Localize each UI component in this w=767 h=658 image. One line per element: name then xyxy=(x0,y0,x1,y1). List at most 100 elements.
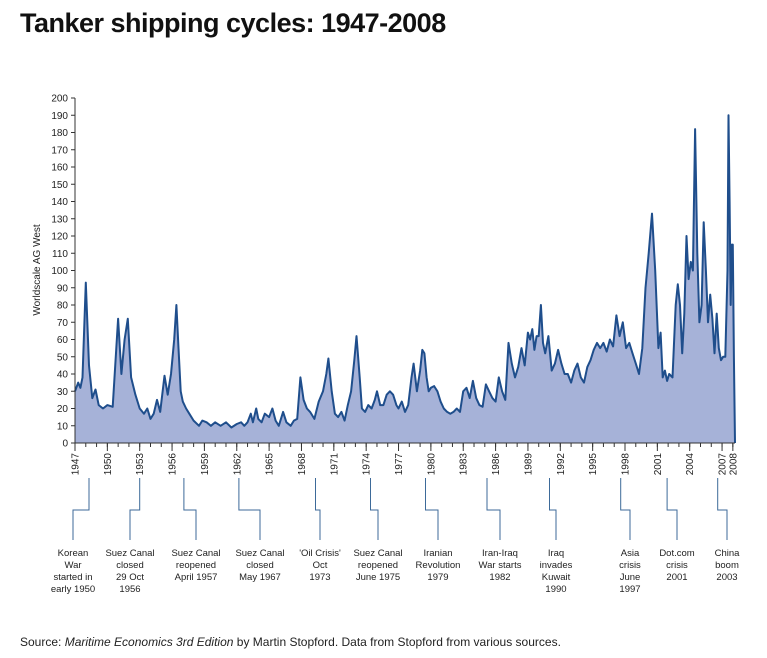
event-label-line: Kuwait xyxy=(542,572,571,583)
x-tick-label: 2004 xyxy=(685,453,696,476)
series-line xyxy=(74,114,736,444)
x-tick-label: 1995 xyxy=(588,453,599,476)
y-tick-label: 60 xyxy=(57,335,69,346)
event-label-line: 1979 xyxy=(427,572,448,583)
event-leader xyxy=(666,478,678,540)
x-tick-label: 2008 xyxy=(728,453,739,476)
event-leader xyxy=(315,478,321,540)
event-label-line: June xyxy=(620,572,641,583)
event-label-line: Dot.com xyxy=(659,548,694,559)
y-axis-label: Worldscale AG West xyxy=(32,224,43,316)
event-label-line: 'Oil Crisis' xyxy=(299,548,341,559)
x-tick-label: 1965 xyxy=(265,453,276,476)
x-tick-label: 1980 xyxy=(426,453,437,476)
event-leader xyxy=(238,478,261,540)
event-label-line: 29 Oct xyxy=(116,572,144,583)
y-tick-label: 180 xyxy=(51,128,68,139)
x-tick-label: 1959 xyxy=(200,453,211,476)
event-label-line: June 1975 xyxy=(356,572,400,583)
event-label-line: China xyxy=(715,548,741,559)
event-label-line: boom xyxy=(715,560,739,571)
event-label-line: reopened xyxy=(176,560,216,571)
x-axis: 1947 1950 1953 1956 1959 1962 1965 1968 1971 1974… xyxy=(71,442,739,476)
event-label-line: 1973 xyxy=(309,572,330,583)
y-tick-label: 120 xyxy=(51,232,68,243)
event-label-line: Suez Canal xyxy=(105,548,154,559)
x-tick-label: 1971 xyxy=(329,453,340,476)
x-tick-label: 2001 xyxy=(653,453,664,476)
source-suffix: by Martin Stopford. Data from Stopford f… xyxy=(233,635,561,649)
source-book-title: Maritime Economics 3rd Edition xyxy=(64,635,234,649)
y-tick-label: 110 xyxy=(52,249,68,260)
event-leader xyxy=(129,478,141,540)
y-tick-label: 80 xyxy=(57,301,69,312)
y-tick-label: 90 xyxy=(57,283,69,294)
y-tick-label: 160 xyxy=(51,163,68,174)
event-label-line: Suez Canal xyxy=(235,548,284,559)
source-prefix: Source: xyxy=(20,635,65,649)
event-leader xyxy=(370,478,379,540)
event-label-line: 2003 xyxy=(716,572,737,583)
x-tick-label: 1992 xyxy=(556,453,567,476)
x-tick-label: 1950 xyxy=(103,453,114,476)
event-label-line: crisis xyxy=(619,560,641,571)
event-label-line: 2001 xyxy=(666,572,687,583)
event-label-line: 1956 xyxy=(119,584,140,595)
x-tick-label: 1953 xyxy=(135,453,146,476)
x-tick-label: 1983 xyxy=(459,453,470,476)
y-tick-label: 190 xyxy=(51,111,68,122)
event-label-line: crisis xyxy=(666,560,688,571)
y-tick-label: 0 xyxy=(62,439,68,450)
event-label-line: Revolution xyxy=(416,560,461,571)
x-tick-label: 1977 xyxy=(394,453,405,476)
x-tick-label: 1998 xyxy=(621,453,632,476)
event-label-line: closed xyxy=(246,560,273,571)
source-note: Source: Maritime Economics 3rd Edition b… xyxy=(20,635,561,649)
event-label-line: 1990 xyxy=(545,584,566,595)
chart-title: Tanker shipping cycles: 1947-2008 xyxy=(20,8,446,38)
y-tick-label: 100 xyxy=(51,266,68,277)
event-label-line: started in xyxy=(53,572,92,583)
x-tick-label: 1986 xyxy=(491,453,502,476)
x-tick-label: 1989 xyxy=(523,453,534,476)
event-label-line: War starts xyxy=(479,560,522,571)
event-label-line: closed xyxy=(116,560,143,571)
event-label-line: Iranian xyxy=(423,548,452,559)
event-label-line: early 1950 xyxy=(51,584,95,595)
y-tick-label: 40 xyxy=(57,370,69,381)
event-leader xyxy=(620,478,631,540)
y-tick-label: 150 xyxy=(51,180,68,191)
event-leader xyxy=(549,478,557,540)
event-leader xyxy=(486,478,501,540)
y-tick-label: 20 xyxy=(57,404,69,415)
event-label-line: Suez Canal xyxy=(171,548,220,559)
y-tick-label: 50 xyxy=(57,352,69,363)
x-tick-label: 1947 xyxy=(71,453,82,476)
event-label-line: reopened xyxy=(358,560,398,571)
event-leader xyxy=(717,478,728,540)
event-label-line: invades xyxy=(540,560,573,571)
x-tick-label: 1974 xyxy=(362,453,373,476)
x-tick-label: 1956 xyxy=(168,453,179,476)
series-area xyxy=(75,115,735,444)
event-label-line: War xyxy=(64,560,81,571)
event-label-line: Oct xyxy=(313,560,328,571)
event-label-line: Asia xyxy=(621,548,640,559)
event-label-line: 1982 xyxy=(489,572,510,583)
event-label-line: April 1957 xyxy=(175,572,218,583)
event-label-line: Korean xyxy=(58,548,89,559)
event-label-line: Iraq xyxy=(548,548,564,559)
event-label-line: Iran-Iraq xyxy=(482,548,518,559)
